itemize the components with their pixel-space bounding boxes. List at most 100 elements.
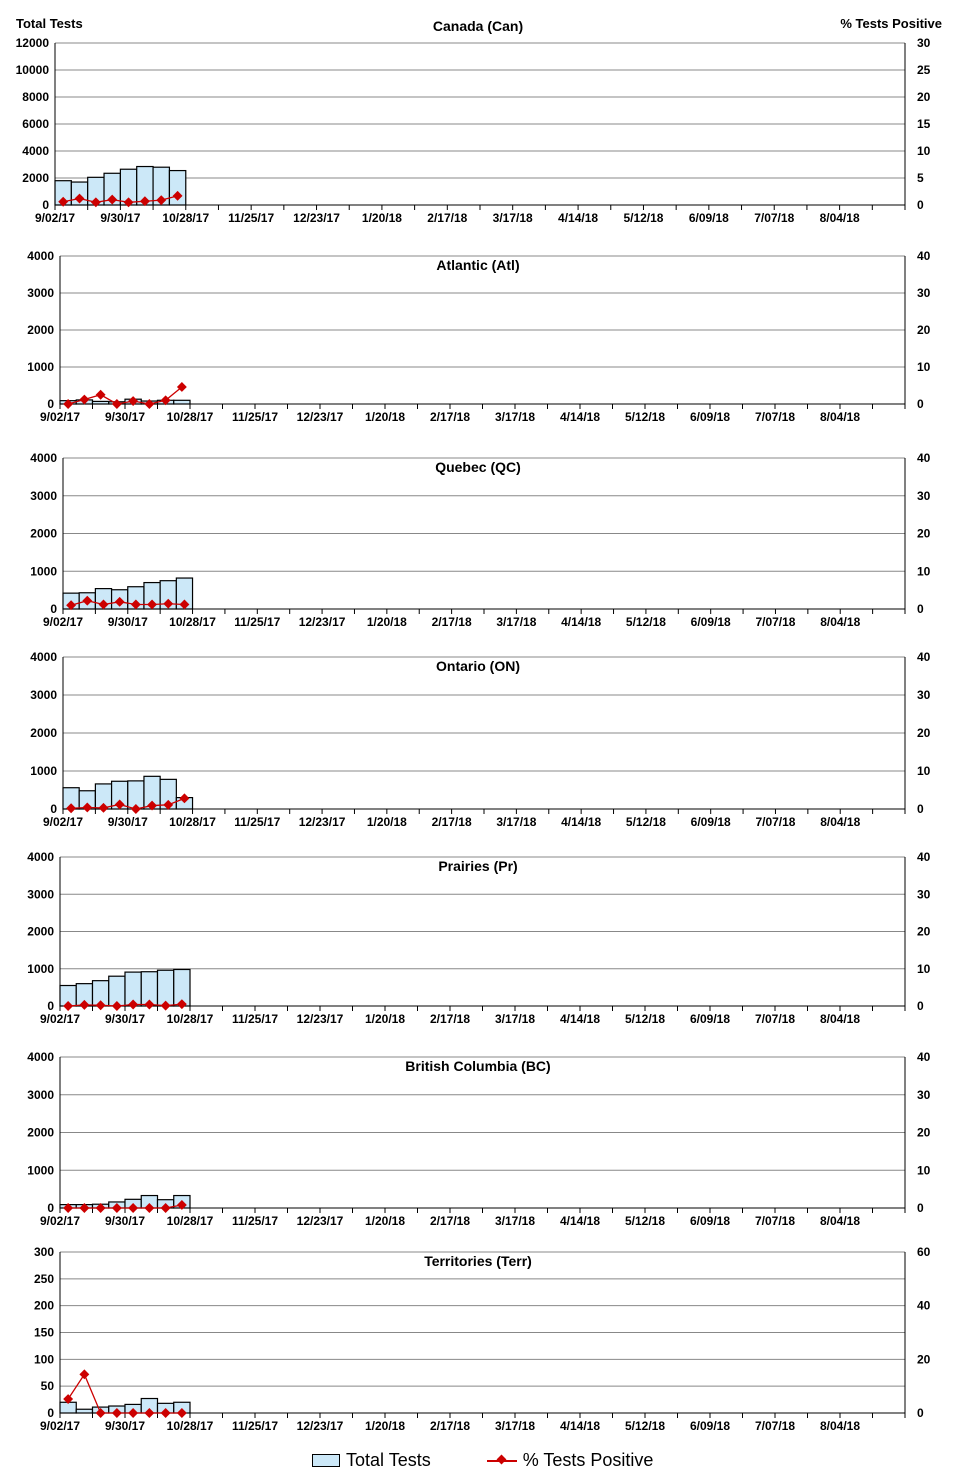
y-tick-label: 300	[34, 1245, 54, 1259]
y2-tick-label: 30	[917, 36, 931, 50]
x-tick-label: 11/25/17	[232, 410, 278, 424]
point-pct-positive	[179, 793, 190, 804]
y-tick-label: 2000	[22, 171, 49, 185]
x-tick-label: 11/25/17	[234, 615, 280, 629]
point-pct-positive	[63, 1394, 74, 1404]
x-tick-label: 4/14/18	[561, 615, 601, 629]
x-tick-label: 8/04/18	[820, 410, 860, 424]
x-tick-label: 2/17/18	[430, 410, 470, 424]
y-tick-label: 2000	[27, 1126, 54, 1140]
x-tick-label: 12/23/17	[297, 1214, 344, 1228]
x-tick-label: 2/17/18	[432, 815, 472, 829]
x-tick-label: 2/17/18	[430, 1419, 470, 1433]
legend-line-swatch	[486, 1459, 517, 1462]
x-tick-label: 6/09/18	[690, 410, 730, 424]
y-tick-label: 0	[50, 802, 57, 816]
x-tick-label: 3/17/18	[496, 815, 536, 829]
x-tick-label: 1/20/18	[367, 815, 407, 829]
point-pct-positive	[111, 1203, 122, 1213]
point-pct-positive	[130, 804, 141, 814]
point-pct-positive	[160, 1203, 171, 1213]
point-pct-positive	[144, 399, 155, 409]
x-tick-label: 9/02/17	[43, 815, 83, 829]
y-tick-label: 250	[34, 1272, 54, 1286]
x-tick-label: 10/28/17	[169, 815, 216, 829]
y2-tick-label: 25	[917, 63, 931, 77]
point-pct-positive	[111, 399, 122, 409]
y2-tick-label: 30	[917, 1088, 931, 1102]
point-pct-positive	[74, 193, 85, 204]
y2-tick-label: 20	[917, 527, 931, 541]
x-tick-label: 8/04/18	[820, 211, 860, 225]
x-tick-label: 11/25/17	[232, 1419, 278, 1433]
y-tick-label: 0	[47, 397, 54, 411]
x-tick-label: 11/25/17	[232, 1012, 278, 1026]
x-tick-label: 5/12/18	[626, 615, 666, 629]
x-tick-label: 3/17/18	[493, 211, 533, 225]
point-pct-positive	[82, 802, 93, 813]
legend-line-label: % Tests Positive	[522, 1450, 654, 1470]
y2-tick-label: 0	[917, 602, 924, 616]
point-pct-positive	[128, 1203, 139, 1213]
y2-tick-label: 60	[917, 1245, 931, 1259]
y-tick-label: 4000	[22, 144, 49, 158]
x-tick-label: 12/23/17	[293, 211, 340, 225]
point-pct-positive	[111, 1408, 122, 1418]
x-tick-label: 5/12/18	[625, 410, 665, 424]
x-tick-label: 1/20/18	[365, 1214, 405, 1228]
y-tick-label: 2000	[27, 925, 54, 939]
x-tick-label: 12/23/17	[297, 410, 344, 424]
x-tick-label: 6/09/18	[690, 1012, 730, 1026]
x-tick-label: 8/04/18	[820, 1419, 860, 1433]
y-tick-label: 4000	[30, 451, 57, 465]
point-pct-positive	[144, 999, 155, 1010]
point-pct-positive	[176, 999, 187, 1010]
point-pct-positive	[163, 799, 174, 810]
y2-tick-label: 10	[917, 144, 931, 158]
x-tick-label: 10/28/17	[167, 1419, 214, 1433]
x-tick-label: 9/02/17	[40, 1012, 80, 1026]
x-tick-label: 8/04/18	[820, 1012, 860, 1026]
point-pct-positive	[95, 1408, 106, 1418]
y-tick-label: 4000	[30, 650, 57, 664]
y-tick-label: 0	[42, 198, 49, 212]
x-tick-label: 8/04/18	[820, 615, 860, 629]
x-tick-label: 7/07/18	[755, 1214, 795, 1228]
x-tick-label: 5/12/18	[625, 1012, 665, 1026]
x-tick-label: 9/02/17	[40, 410, 80, 424]
y-tick-label: 12000	[16, 36, 50, 50]
y2-tick-label: 0	[917, 802, 924, 816]
x-tick-label: 2/17/18	[432, 615, 472, 629]
x-tick-label: 6/09/18	[689, 211, 729, 225]
x-tick-label: 12/23/17	[297, 1419, 344, 1433]
y-tick-label: 1000	[30, 564, 57, 578]
x-tick-label: 10/28/17	[167, 410, 214, 424]
y2-tick-label: 30	[917, 489, 931, 503]
point-pct-positive	[79, 1369, 90, 1380]
x-tick-label: 12/23/17	[299, 615, 346, 629]
x-tick-label: 10/28/17	[167, 1012, 214, 1026]
x-tick-label: 2/17/18	[430, 1214, 470, 1228]
x-tick-label: 3/17/18	[495, 410, 535, 424]
y-tick-label: 10000	[16, 63, 50, 77]
x-tick-label: 9/02/17	[43, 615, 83, 629]
x-tick-label: 6/09/18	[690, 1419, 730, 1433]
x-tick-label: 1/20/18	[367, 615, 407, 629]
y-tick-label: 0	[47, 999, 54, 1013]
x-tick-label: 9/02/17	[35, 211, 75, 225]
x-tick-label: 6/09/18	[690, 1214, 730, 1228]
y-tick-label: 2000	[30, 527, 57, 541]
x-tick-label: 9/30/17	[108, 615, 148, 629]
point-pct-positive	[176, 382, 187, 392]
x-tick-label: 12/23/17	[297, 1012, 344, 1026]
point-pct-positive	[107, 194, 118, 205]
x-tick-label: 4/14/18	[560, 1214, 600, 1228]
y-tick-label: 4000	[27, 850, 54, 864]
point-pct-positive	[176, 1200, 187, 1210]
point-pct-positive	[79, 999, 90, 1010]
point-pct-positive	[63, 1001, 74, 1011]
y2-tick-label: 0	[917, 1201, 924, 1215]
x-tick-label: 9/30/17	[108, 815, 148, 829]
chart-title: Territories (Terr)	[424, 1253, 532, 1269]
